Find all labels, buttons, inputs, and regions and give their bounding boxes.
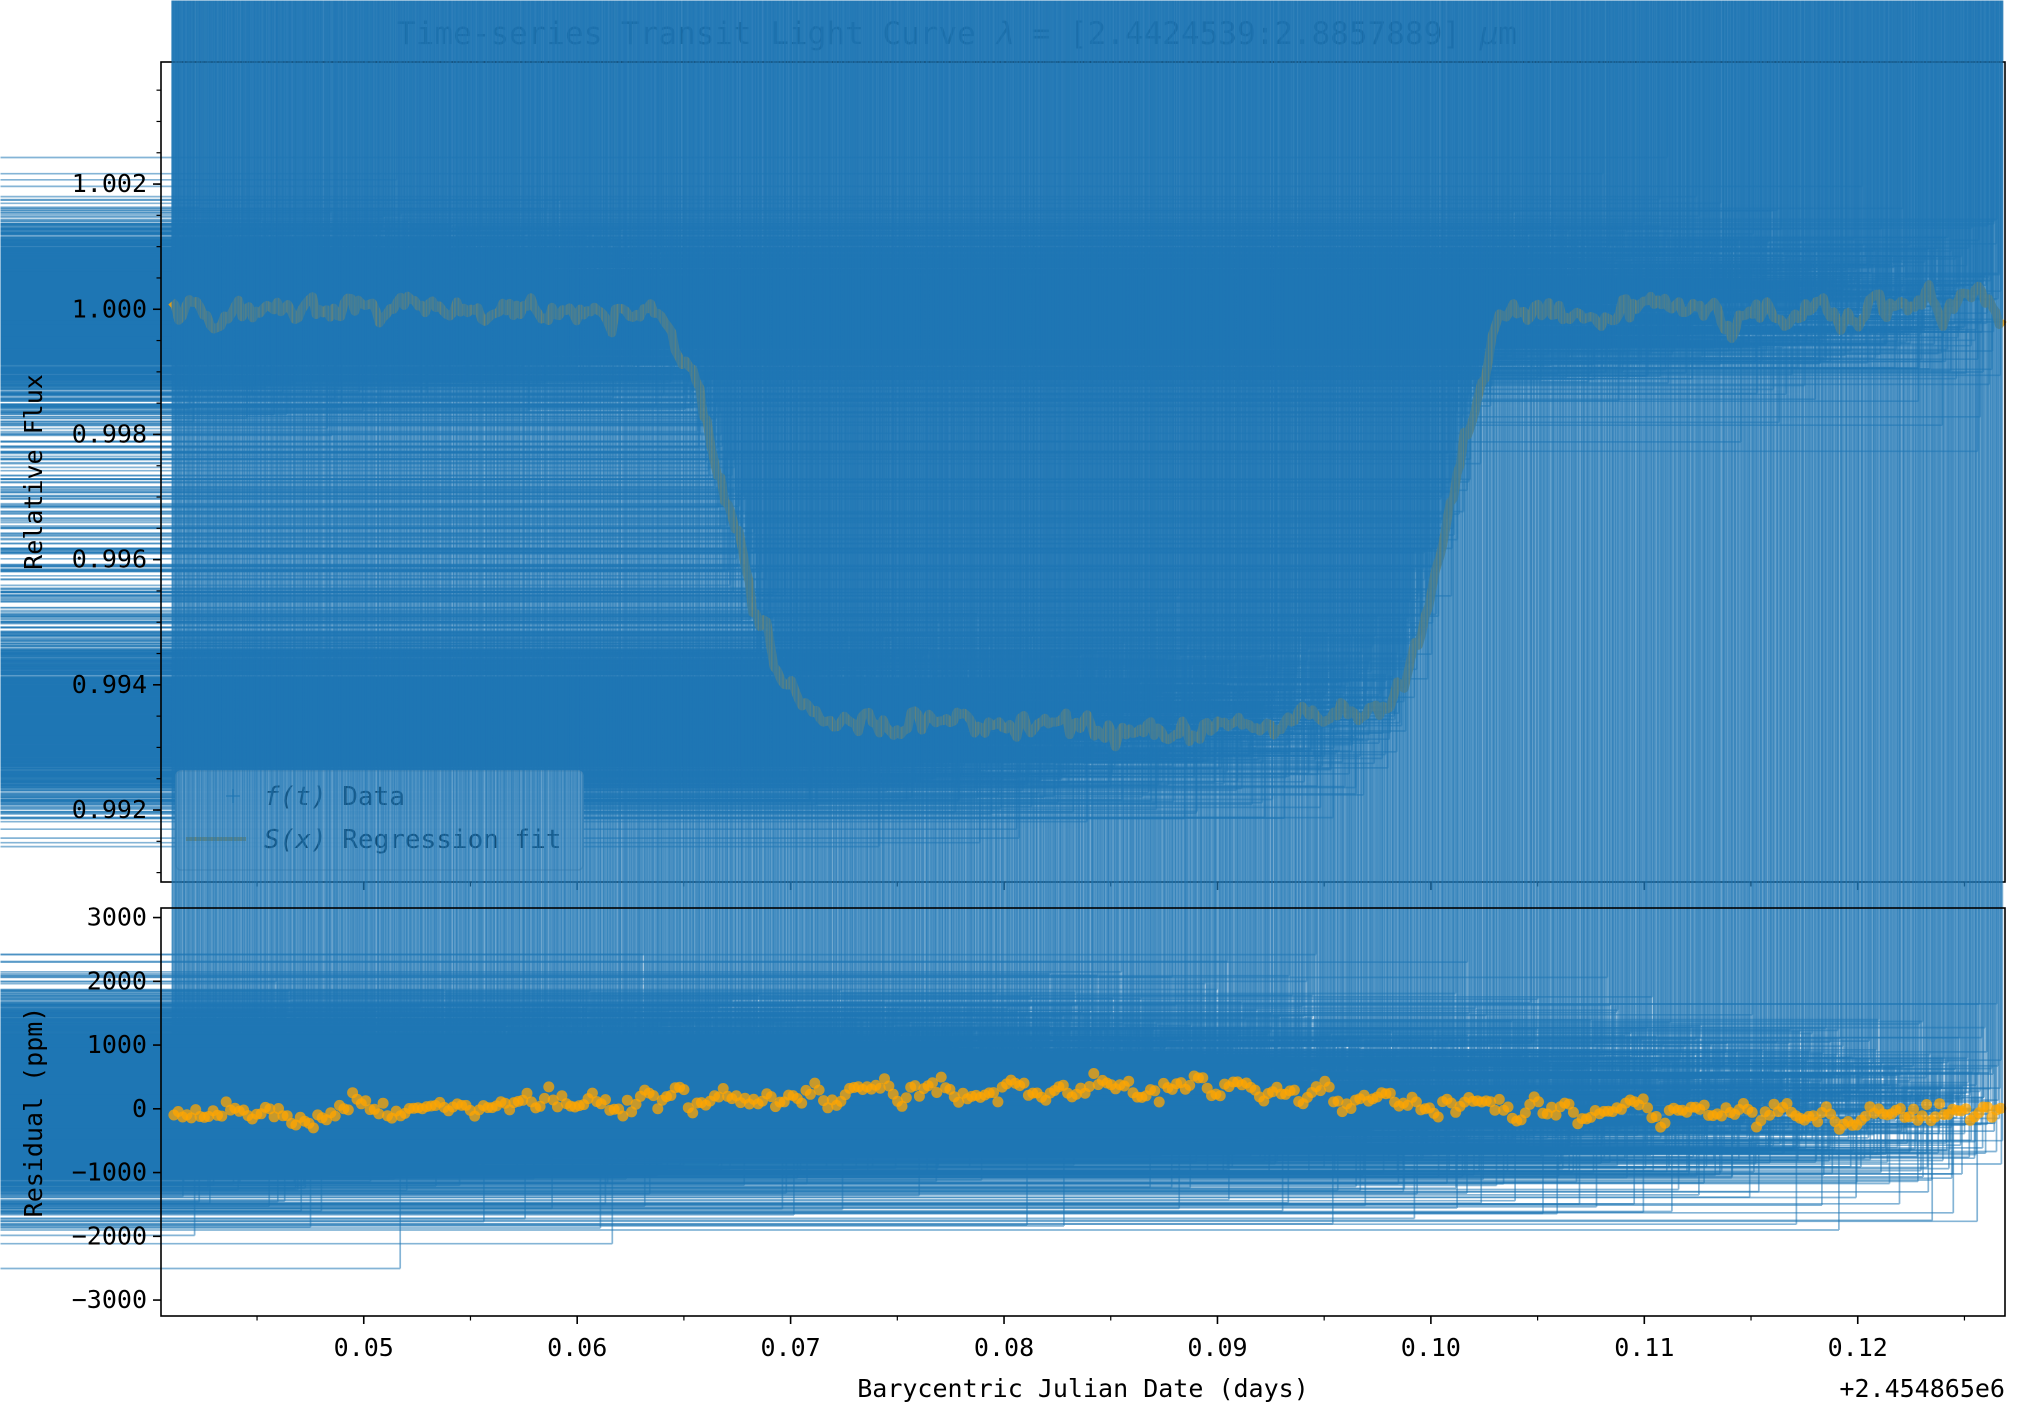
binned-residual-point — [543, 1081, 555, 1093]
binned-residual-point — [678, 1084, 690, 1096]
light-curve-y-axis-label: Relative Flux — [19, 374, 48, 570]
y-tick-label: 0.998 — [72, 419, 147, 448]
y-tick-label: 0.996 — [72, 545, 147, 574]
flux-data-point — [0, 0, 176, 242]
binned-residual-point — [329, 1110, 341, 1122]
y-tick-label: 0.992 — [72, 795, 147, 824]
binned-residual-point — [687, 1107, 699, 1119]
residual-data-layer — [0, 0, 2004, 1270]
binned-residual-point — [307, 1122, 319, 1134]
y-tick-label: 0.994 — [72, 670, 147, 699]
y-tick-label: 1.002 — [72, 169, 147, 198]
binned-residual-point — [600, 1094, 611, 1106]
y-tick-label: 1.000 — [72, 294, 147, 323]
binned-residual-point — [377, 1097, 389, 1109]
binned-residual-point — [342, 1104, 354, 1116]
